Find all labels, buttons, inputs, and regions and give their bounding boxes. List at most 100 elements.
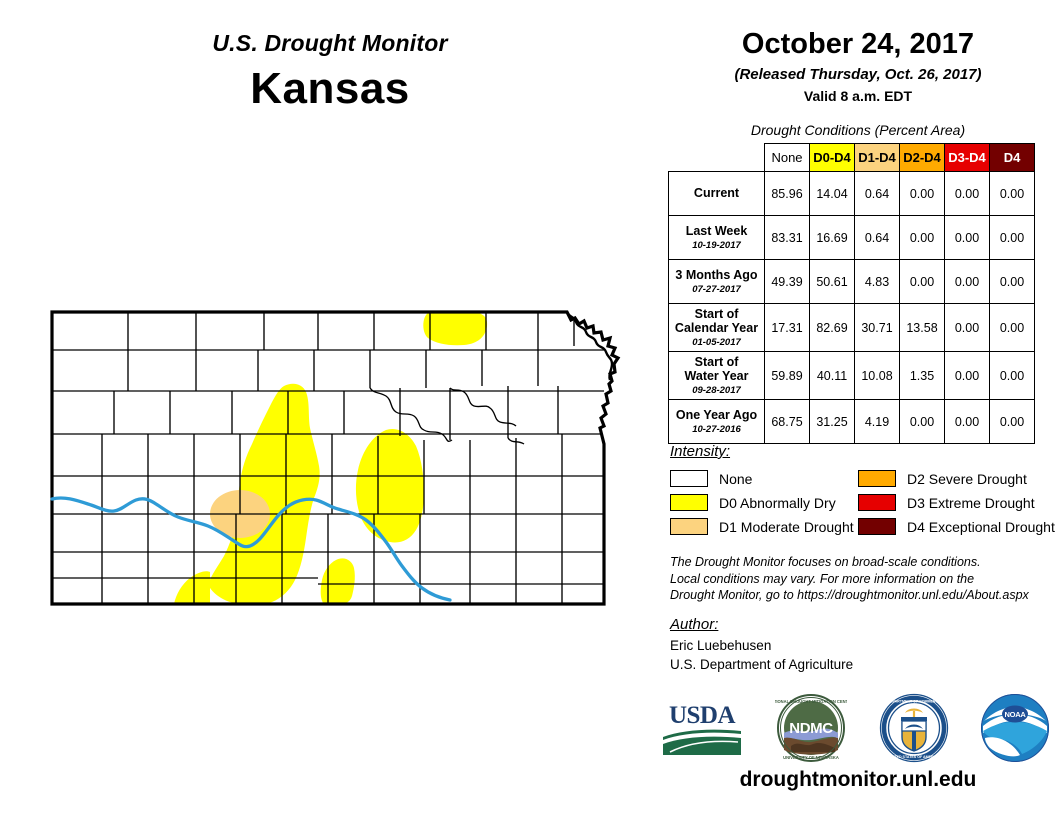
table-header-row: None D0-D4 D1-D4 D2-D4 D3-D4 D4 [668, 143, 1035, 172]
cell-1yr-d1d4: 4.19 [854, 399, 900, 444]
cell-1yr-d2d4: 0.00 [899, 399, 945, 444]
cell-current-d2d4: 0.00 [899, 171, 945, 216]
cell-last-week-d2d4: 0.00 [899, 215, 945, 260]
cell-wy-d3d4: 0.00 [944, 351, 990, 400]
missouri-river-boundary [565, 311, 614, 381]
row-label-text: Current [693, 186, 740, 201]
cell-current-d3d4: 0.00 [944, 171, 990, 216]
cell-3mo-d0d4: 50.61 [809, 259, 855, 304]
legend-item-d2: D2 Severe Drought [858, 470, 1027, 487]
valid-time: Valid 8 a.m. EDT [803, 88, 913, 104]
row-label-start-water-year: Start of Water Year 09-28-2017 [668, 351, 765, 400]
cell-wy-d1d4: 10.08 [854, 351, 900, 400]
row-label-line2: Calendar Year [674, 321, 759, 336]
cell-1yr-d0d4: 31.25 [809, 399, 855, 444]
row-label-line1: Start of [694, 306, 739, 321]
agency-logos: USDA NDMC NATIONAL DROUGHT MITIGATION CE… [660, 692, 1050, 764]
column-header-d4: D4 [989, 143, 1035, 172]
drought-conditions-table: None D0-D4 D1-D4 D2-D4 D3-D4 D4 Current … [668, 143, 1035, 444]
row-label-text: One Year Ago [675, 408, 758, 423]
legend-swatch-none [670, 470, 708, 487]
svg-text:UNITED STATES OF AMERICA: UNITED STATES OF AMERICA [888, 755, 940, 759]
state-boundary-kansas [50, 310, 621, 606]
legend-label-d4: D4 Exceptional Drought [907, 518, 1055, 535]
ndmc-logo: NDMC NATIONAL DROUGHT MITIGATION CENTER … [775, 694, 847, 762]
table-row-last-week: Last Week 10-19-2017 83.31 16.69 0.64 0.… [668, 215, 1035, 260]
table-row-start-calendar-year: Start of Calendar Year 01-05-2017 17.31 … [668, 303, 1035, 352]
cell-3mo-d2d4: 0.00 [899, 259, 945, 304]
d0-region-north-central [423, 312, 488, 346]
cell-1yr-d3d4: 0.00 [944, 399, 990, 444]
disclaimer-line-1: The Drought Monitor focuses on broad-sca… [670, 555, 981, 569]
legend-item-d4: D4 Exceptional Drought [858, 518, 1055, 535]
row-label-three-months-ago: 3 Months Ago 07-27-2017 [668, 259, 765, 304]
row-label-line1: Start of [694, 354, 739, 369]
column-header-none: None [764, 143, 810, 172]
cell-cy-d4: 0.00 [989, 303, 1035, 352]
disclaimer-line-2: Local conditions may vary. For more info… [670, 571, 975, 586]
cell-1yr-d4: 0.00 [989, 399, 1035, 444]
cell-cy-d3d4: 0.00 [944, 303, 990, 352]
column-header-d3d4: D3-D4 [944, 143, 990, 172]
author-heading: Author: [670, 616, 719, 633]
row-label-date: 10-19-2017 [692, 239, 741, 251]
intensity-legend-title: Intensity: [670, 443, 731, 460]
table-caption: Drought Conditions (Percent Area) [750, 122, 966, 138]
column-header-d1d4: D1-D4 [854, 143, 900, 172]
cell-wy-d4: 0.00 [989, 351, 1035, 400]
svg-text:NOAA: NOAA [1005, 710, 1027, 719]
column-header-d0d4: D0-D4 [809, 143, 855, 172]
legend-swatch-d4 [858, 518, 896, 535]
cell-wy-none: 59.89 [764, 351, 810, 400]
kansas-map-svg [50, 310, 621, 606]
d0-region-south-central [320, 558, 355, 604]
svg-text:DEPARTMENT OF COMMERCE: DEPARTMENT OF COMMERCE [887, 700, 941, 704]
release-date: (Released Thursday, Oct. 26, 2017) [734, 66, 982, 83]
legend-item-d1: D1 Moderate Drought [670, 518, 854, 535]
legend-label-d3: D3 Extreme Drought [907, 494, 1035, 511]
row-label-date: 09-28-2017 [692, 385, 741, 397]
legend-label-d1: D1 Moderate Drought [719, 518, 854, 535]
table-row-current: Current 85.96 14.04 0.64 0.00 0.00 0.00 [668, 171, 1035, 216]
cell-3mo-d1d4: 4.83 [854, 259, 900, 304]
svg-text:NATIONAL DROUGHT MITIGATION CE: NATIONAL DROUGHT MITIGATION CENTER [775, 699, 847, 704]
cell-3mo-d4: 0.00 [989, 259, 1035, 304]
column-header-d2d4: D2-D4 [899, 143, 945, 172]
legend-item-d0: D0 Abnormally Dry [670, 494, 836, 511]
cell-last-week-none: 83.31 [764, 215, 810, 260]
legend-item-d3: D3 Extreme Drought [858, 494, 1035, 511]
svg-text:USDA: USDA [669, 702, 736, 729]
cell-wy-d2d4: 1.35 [899, 351, 945, 400]
disclaimer-line-3: Drought Monitor, go to https://droughtmo… [670, 588, 1029, 602]
cell-current-none: 85.96 [764, 171, 810, 216]
cell-last-week-d4: 0.00 [989, 215, 1035, 260]
usda-seal-logo: DEPARTMENT OF COMMERCE UNITED STATES OF … [879, 693, 948, 763]
table-corner-cell [668, 143, 765, 172]
row-label-start-calendar-year: Start of Calendar Year 01-05-2017 [668, 303, 765, 352]
cell-wy-d0d4: 40.11 [809, 351, 855, 400]
website-url: droughtmonitor.unl.edu [739, 768, 977, 791]
row-label-last-week: Last Week 10-19-2017 [668, 215, 765, 260]
kansas-drought-map [18, 288, 648, 628]
cell-cy-none: 17.31 [764, 303, 810, 352]
legend-label-none: None [719, 470, 753, 487]
row-label-line2: Water Year [684, 369, 749, 384]
cell-3mo-none: 49.39 [764, 259, 810, 304]
map-drought-regions [52, 312, 618, 604]
cell-last-week-d3d4: 0.00 [944, 215, 990, 260]
cell-current-d1d4: 0.64 [854, 171, 900, 216]
row-label-date: 10-27-2016 [692, 423, 741, 435]
arkansas-river [50, 496, 452, 602]
page-title-product: U.S. Drought Monitor [212, 30, 448, 56]
legend-label-d2: D2 Severe Drought [907, 470, 1027, 487]
cell-1yr-none: 68.75 [764, 399, 810, 444]
row-label-one-year-ago: One Year Ago 10-27-2016 [668, 399, 765, 444]
row-label-date: 07-27-2017 [692, 283, 741, 295]
usda-logo: USDA [660, 697, 744, 759]
row-label-text: 3 Months Ago [675, 268, 758, 283]
d0-region-southwest [174, 571, 210, 604]
svg-text:UNIVERSITY OF NEBRASKA: UNIVERSITY OF NEBRASKA [784, 755, 840, 760]
legend-swatch-d0 [670, 494, 708, 511]
map-date: October 24, 2017 [741, 28, 975, 60]
